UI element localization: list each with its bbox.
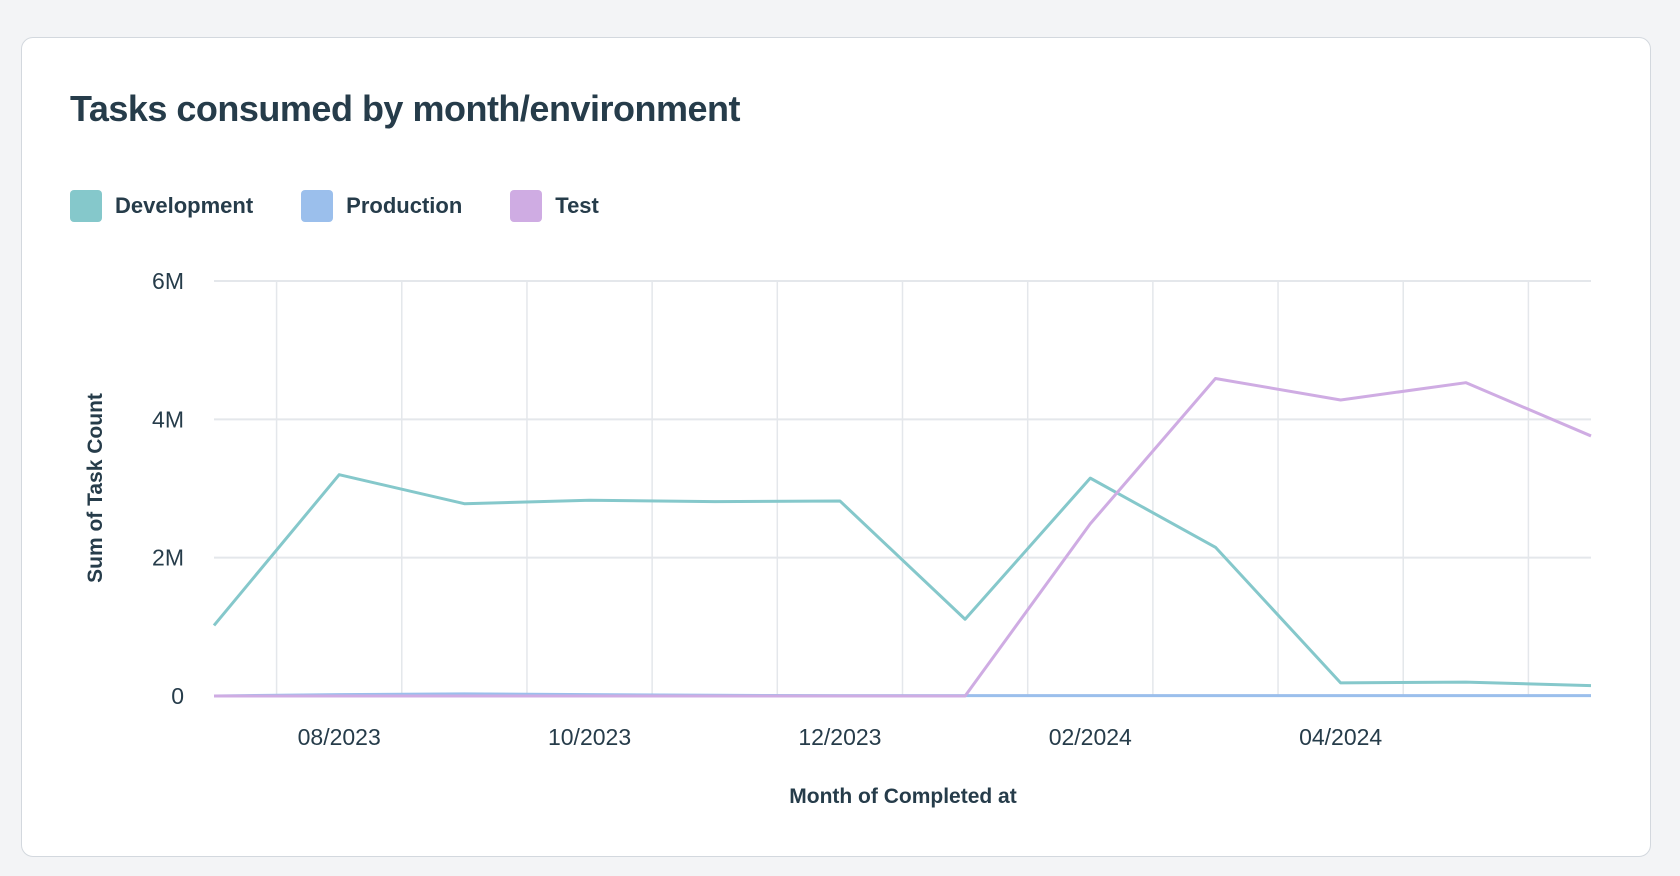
legend: Development Production Test bbox=[70, 190, 599, 222]
x-tick-label: 10/2023 bbox=[548, 724, 631, 750]
legend-swatch bbox=[70, 190, 102, 222]
y-tick-label: 4M bbox=[152, 406, 184, 432]
legend-item-development[interactable]: Development bbox=[70, 190, 253, 222]
y-tick-label: 0 bbox=[171, 683, 184, 709]
legend-label: Development bbox=[115, 193, 254, 218]
x-axis-title: Month of Completed at bbox=[789, 785, 1016, 808]
legend-item-test[interactable]: Test bbox=[510, 190, 599, 222]
y-tick-label: 6M bbox=[152, 268, 184, 294]
chart-title: Tasks consumed by month/environment bbox=[70, 88, 740, 129]
legend-item-production[interactable]: Production bbox=[301, 190, 462, 222]
x-tick-label: 04/2024 bbox=[1299, 724, 1382, 750]
chart-card bbox=[21, 37, 1651, 857]
legend-label: Production bbox=[346, 193, 463, 218]
y-tick-label: 2M bbox=[152, 545, 184, 571]
y-axis: 0 2M 4M 6M bbox=[152, 268, 184, 709]
legend-label: Test bbox=[555, 193, 599, 218]
y-axis-title: Sum of Task Count bbox=[84, 393, 107, 583]
series-line-test bbox=[214, 377, 1592, 698]
legend-swatch bbox=[510, 190, 543, 222]
legend-swatch bbox=[301, 190, 334, 222]
series-line-development bbox=[212, 473, 1592, 688]
x-tick-label: 02/2024 bbox=[1049, 724, 1132, 750]
grid bbox=[214, 280, 1591, 697]
x-tick-label: 08/2023 bbox=[298, 724, 381, 750]
series-lines bbox=[212, 377, 1592, 698]
x-tick-label: 12/2023 bbox=[798, 724, 881, 750]
x-axis: 08/2023 10/2023 12/2023 02/2024 04/2024 bbox=[298, 724, 1383, 750]
